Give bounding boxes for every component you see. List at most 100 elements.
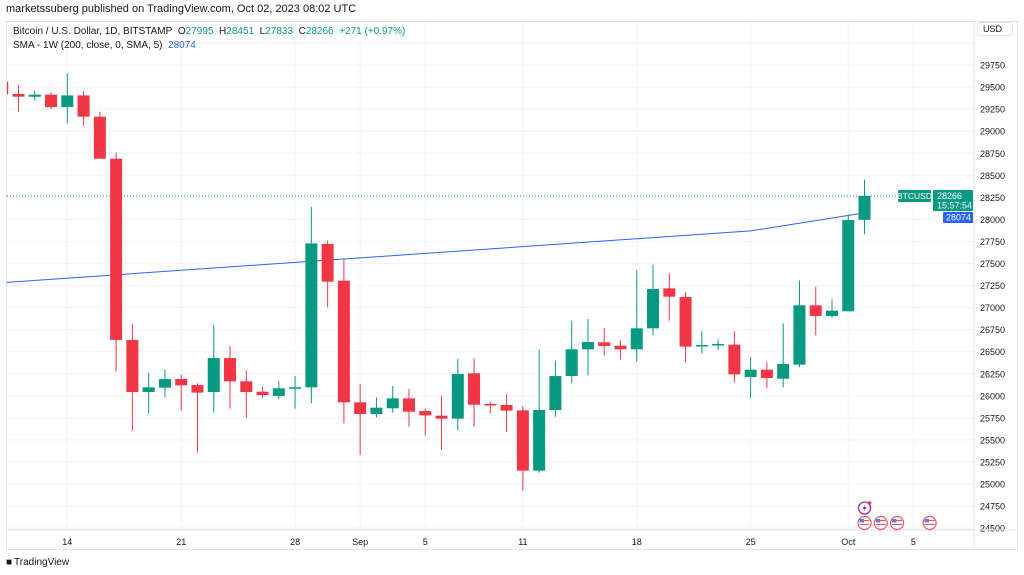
notification-dot [867, 501, 872, 505]
candle-body [175, 379, 188, 386]
us-flag-event-icon[interactable] [873, 515, 888, 531]
y-tick-label: 27250 [980, 281, 1005, 291]
candle-up [695, 331, 708, 354]
y-tick-label: 26750 [980, 325, 1005, 335]
candle-body [549, 376, 562, 411]
candle-up [549, 360, 562, 417]
candle-up [142, 372, 155, 414]
candle-body [256, 391, 269, 396]
candle-down [240, 370, 253, 418]
y-tick-label: 28250 [980, 193, 1005, 203]
chart-legend: Bitcoin / U.S. Dollar, 1D, BITSTAMP O279… [13, 25, 405, 53]
candle-body [647, 288, 660, 329]
candle-down [77, 91, 90, 126]
y-tick-label: 26000 [980, 391, 1005, 401]
candle-body [207, 358, 220, 393]
candle-body [419, 410, 432, 416]
y-tick-label: 26500 [980, 347, 1005, 357]
y-tick-label: 24750 [980, 502, 1005, 512]
candle-up [842, 214, 855, 312]
candle-up [386, 386, 399, 413]
candle-body [142, 387, 155, 393]
candle-up [581, 318, 594, 376]
symbol-legend-row: Bitcoin / U.S. Dollar, 1D, BITSTAMP O279… [13, 25, 405, 39]
tradingview-logo-icon: ■ [6, 557, 12, 568]
candle-body [224, 358, 237, 382]
candle-body [760, 369, 773, 378]
candle-down [679, 291, 692, 363]
candle-down [419, 408, 432, 436]
candle-down [468, 358, 481, 427]
candle-down [256, 386, 269, 399]
candle-down [175, 374, 188, 411]
x-tick-label: 28 [290, 537, 300, 547]
y-tick-label: 29000 [980, 127, 1005, 137]
candle-up [793, 280, 806, 368]
x-tick-label: 14 [62, 537, 72, 547]
x-tick-label: 18 [632, 537, 642, 547]
flag-stripe [859, 520, 870, 521]
flag-stripe [892, 526, 903, 527]
x-tick-label: 11 [518, 537, 527, 547]
flag-stripe [859, 522, 870, 523]
close-label: C [298, 26, 306, 37]
candle-body [28, 94, 41, 97]
currency-button[interactable]: USD [977, 22, 1013, 36]
x-tick-label: 5 [423, 537, 428, 547]
candle-up [744, 357, 757, 399]
lightning-event-icon[interactable] [857, 501, 872, 515]
y-tick-label: 27750 [980, 237, 1005, 247]
chart-pane[interactable] [6, 21, 1018, 550]
candle-up [630, 270, 643, 362]
sma-title[interactable]: SMA - 1W (200, close, 0, SMA, 5) [13, 40, 163, 51]
y-tick-label: 26250 [980, 369, 1005, 379]
symbol-tag-bg [898, 189, 931, 202]
flag-stripe [924, 526, 935, 527]
sma-line [7, 212, 865, 283]
candle-body [484, 404, 497, 406]
high-value: 28451 [226, 26, 255, 37]
y-tick-label: 27500 [980, 259, 1005, 269]
x-tick-label: 21 [176, 537, 186, 547]
candle-down [614, 340, 627, 360]
candle-body [809, 305, 822, 316]
countdown-tag: 15:57:54 [937, 200, 972, 210]
candle-up [305, 206, 318, 404]
flag-stripe [859, 526, 870, 527]
candle-down [809, 286, 822, 336]
candle-up [289, 376, 302, 409]
us-flag-event-icon[interactable] [857, 515, 872, 531]
y-tick-label: 28500 [980, 171, 1005, 181]
candle-up [777, 323, 790, 388]
candle-body [370, 407, 383, 414]
candle-body [12, 93, 25, 97]
low-value: 27833 [265, 26, 294, 37]
candle-body [93, 116, 106, 159]
candle-up [158, 369, 171, 398]
candle-down [93, 111, 106, 159]
candle-body [516, 410, 529, 471]
plot-area [7, 22, 974, 530]
us-flag-event-icon[interactable] [889, 515, 905, 531]
x-tick-label: 25 [746, 537, 756, 547]
flag-stripe [859, 524, 870, 525]
candle-up [370, 397, 383, 418]
us-flag-event-icon[interactable] [922, 515, 937, 531]
candle-body [826, 310, 838, 316]
candle-body [126, 339, 139, 393]
close-value: 28266 [305, 26, 334, 37]
symbol-title[interactable]: Bitcoin / U.S. Dollar, 1D, BITSTAMP [13, 26, 173, 37]
candle-body [191, 385, 204, 393]
candle-down [126, 324, 139, 431]
flag-stripe [875, 526, 886, 527]
candle-body [679, 297, 692, 347]
candle-body [581, 341, 594, 350]
candle-up [207, 324, 220, 413]
x-tick-label: Sep [352, 537, 368, 547]
flag-canton [859, 519, 865, 523]
flag-stripe [875, 522, 886, 523]
candle-down [516, 406, 529, 491]
change-value: +271 (+0.97%) [339, 26, 406, 37]
open-label: O [177, 26, 186, 37]
